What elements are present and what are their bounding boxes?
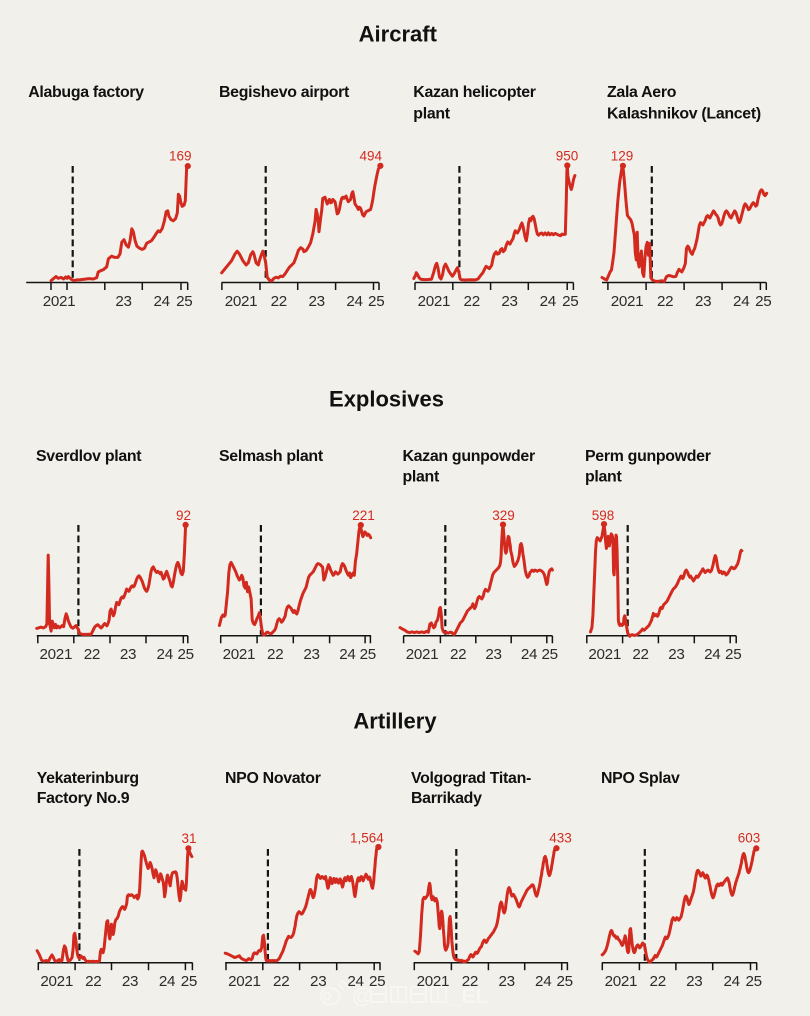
svg-text:23: 23 xyxy=(501,293,517,310)
svg-text:Barrikady: Barrikady xyxy=(411,790,482,807)
svg-text:25: 25 xyxy=(745,973,761,990)
svg-text:2021: 2021 xyxy=(40,973,73,990)
svg-text:92: 92 xyxy=(176,508,191,523)
svg-text:24: 24 xyxy=(521,646,537,663)
svg-text:494: 494 xyxy=(359,149,382,164)
svg-text:Kalashnikov (Lancet): Kalashnikov (Lancet) xyxy=(607,105,761,122)
svg-text:Aircraft: Aircraft xyxy=(359,21,438,46)
svg-text:2021: 2021 xyxy=(417,973,450,990)
svg-text:Artillery: Artillery xyxy=(353,709,437,734)
svg-text:23: 23 xyxy=(122,973,138,990)
svg-text:Explosives: Explosives xyxy=(329,387,444,412)
svg-text:NPO Splav: NPO Splav xyxy=(601,770,680,787)
svg-text:23: 23 xyxy=(485,646,501,663)
svg-text:Factory No.9: Factory No.9 xyxy=(37,790,130,807)
svg-text:22: 22 xyxy=(267,646,283,663)
svg-text:25: 25 xyxy=(562,293,578,310)
svg-text:24: 24 xyxy=(540,293,556,310)
svg-text:22: 22 xyxy=(271,293,287,310)
svg-text:25: 25 xyxy=(541,646,557,663)
svg-text:2021: 2021 xyxy=(43,293,76,310)
svg-text:598: 598 xyxy=(592,508,615,523)
svg-text:23: 23 xyxy=(498,973,514,990)
svg-text:plant: plant xyxy=(413,105,450,122)
svg-text:23: 23 xyxy=(310,973,326,990)
svg-text:24: 24 xyxy=(347,973,363,990)
svg-text:24: 24 xyxy=(153,293,169,310)
svg-text:25: 25 xyxy=(369,973,385,990)
svg-text:129: 129 xyxy=(611,148,634,163)
svg-text:2021: 2021 xyxy=(40,646,73,663)
svg-text:Kazan helicopter: Kazan helicopter xyxy=(413,84,535,101)
svg-text:23: 23 xyxy=(120,646,136,663)
svg-text:2021: 2021 xyxy=(406,646,439,663)
svg-text:25: 25 xyxy=(755,293,771,310)
svg-text:plant: plant xyxy=(403,469,440,486)
svg-text:Sverdlov plant: Sverdlov plant xyxy=(36,448,142,465)
svg-text:25: 25 xyxy=(176,293,192,310)
svg-text:25: 25 xyxy=(556,973,572,990)
svg-text:1,564: 1,564 xyxy=(350,830,384,845)
svg-text:22: 22 xyxy=(464,293,480,310)
svg-text:25: 25 xyxy=(181,973,197,990)
svg-text:Kazan gunpowder: Kazan gunpowder xyxy=(403,448,535,465)
svg-text:2021: 2021 xyxy=(225,293,258,310)
svg-text:24: 24 xyxy=(346,293,362,310)
svg-text:24: 24 xyxy=(704,646,720,663)
svg-text:@: @ xyxy=(352,985,372,1008)
svg-text:221: 221 xyxy=(352,508,375,523)
svg-text:25: 25 xyxy=(725,646,741,663)
svg-text:Selmash plant: Selmash plant xyxy=(219,448,324,465)
svg-text:22: 22 xyxy=(462,973,478,990)
svg-text:23: 23 xyxy=(668,646,684,663)
svg-text:2021: 2021 xyxy=(588,646,621,663)
svg-text:22: 22 xyxy=(85,973,101,990)
svg-text:2021: 2021 xyxy=(228,973,261,990)
svg-text:24: 24 xyxy=(157,646,173,663)
svg-text:Yekaterinburg: Yekaterinburg xyxy=(37,770,139,787)
svg-text:24: 24 xyxy=(535,973,551,990)
svg-text:2021: 2021 xyxy=(611,293,644,310)
svg-text:329: 329 xyxy=(492,508,515,523)
svg-text:25: 25 xyxy=(360,646,376,663)
svg-text:603: 603 xyxy=(738,830,761,845)
svg-text:_EL: _EL xyxy=(449,985,489,1008)
svg-text:22: 22 xyxy=(84,646,100,663)
svg-text:22: 22 xyxy=(273,973,289,990)
svg-text:Alabuga factory: Alabuga factory xyxy=(28,84,144,101)
svg-text:plant: plant xyxy=(585,469,622,486)
svg-text:23: 23 xyxy=(308,293,324,310)
svg-text:Begishevo airport: Begishevo airport xyxy=(219,84,350,101)
svg-text:25: 25 xyxy=(177,646,193,663)
svg-text:Volgograd Titan-: Volgograd Titan- xyxy=(411,770,531,787)
svg-text:Zala Aero: Zala Aero xyxy=(607,84,677,101)
svg-text:23: 23 xyxy=(686,973,702,990)
svg-text:Perm gunpowder: Perm gunpowder xyxy=(585,448,711,465)
svg-text:169: 169 xyxy=(169,149,192,164)
svg-text:24: 24 xyxy=(733,293,749,310)
svg-text:23: 23 xyxy=(115,293,131,310)
svg-text:NPO Novator: NPO Novator xyxy=(225,770,321,787)
svg-text:24: 24 xyxy=(723,973,739,990)
svg-text:433: 433 xyxy=(549,830,572,845)
svg-text:24: 24 xyxy=(159,973,175,990)
svg-text:23: 23 xyxy=(303,646,319,663)
svg-text:22: 22 xyxy=(650,973,666,990)
svg-text:2021: 2021 xyxy=(223,646,256,663)
svg-text:2021: 2021 xyxy=(605,973,638,990)
svg-text:950: 950 xyxy=(556,148,579,163)
svg-text:2021: 2021 xyxy=(418,293,451,310)
svg-text:31: 31 xyxy=(181,831,196,846)
svg-text:22: 22 xyxy=(657,293,673,310)
svg-text:22: 22 xyxy=(632,646,648,663)
svg-text:25: 25 xyxy=(368,293,384,310)
svg-text:23: 23 xyxy=(695,293,711,310)
svg-text:22: 22 xyxy=(450,646,466,663)
svg-text:24: 24 xyxy=(339,646,355,663)
